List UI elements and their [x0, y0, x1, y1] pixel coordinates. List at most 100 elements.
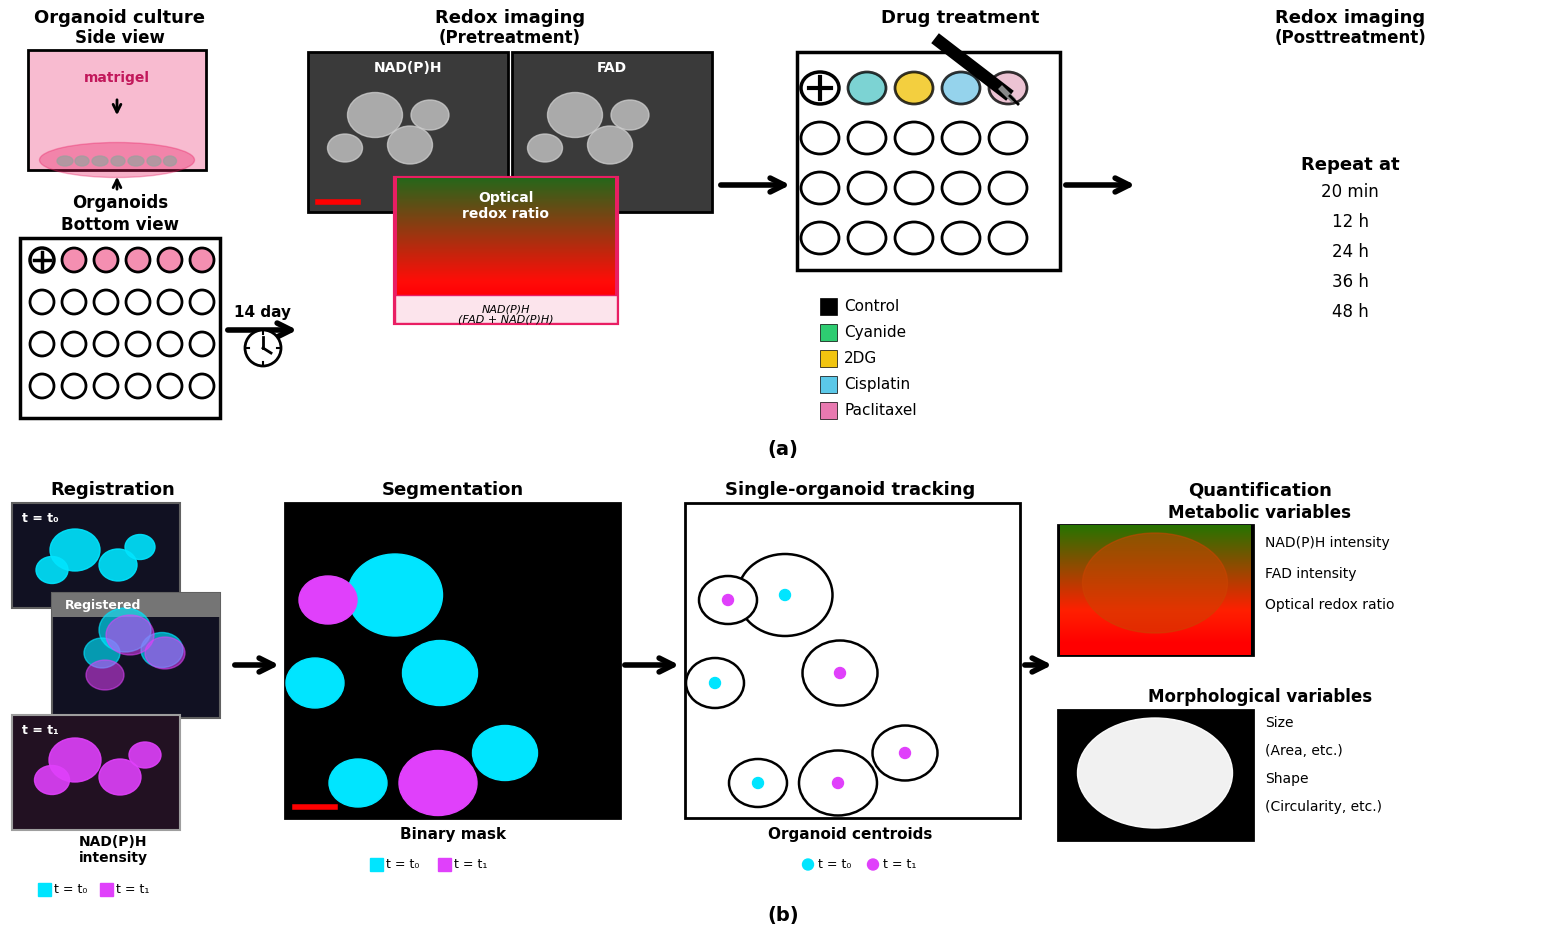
Bar: [1059, 526, 1250, 527]
Ellipse shape: [163, 156, 177, 166]
Ellipse shape: [989, 122, 1026, 154]
Bar: [1059, 630, 1250, 631]
Bar: [1059, 632, 1250, 633]
Bar: [1059, 534, 1250, 535]
Bar: [396, 309, 614, 310]
Bar: [396, 228, 614, 229]
Ellipse shape: [942, 122, 979, 154]
Bar: [396, 181, 614, 182]
Bar: [1059, 542, 1250, 543]
Ellipse shape: [801, 122, 838, 154]
Bar: [396, 300, 614, 301]
Bar: [1059, 647, 1250, 648]
Bar: [396, 225, 614, 226]
Bar: [396, 266, 614, 267]
Text: FAD intensity: FAD intensity: [1265, 567, 1357, 581]
Bar: [396, 274, 614, 275]
Ellipse shape: [989, 172, 1026, 204]
Ellipse shape: [801, 172, 838, 204]
Text: Morphological variables: Morphological variables: [1149, 688, 1373, 706]
Bar: [396, 255, 614, 256]
Bar: [1059, 582, 1250, 583]
Bar: [1059, 601, 1250, 602]
Bar: [396, 206, 614, 207]
Bar: [396, 275, 614, 276]
Bar: [396, 189, 614, 190]
Bar: [1059, 586, 1250, 587]
Ellipse shape: [125, 332, 150, 356]
Bar: [820, 402, 837, 419]
Bar: [1059, 571, 1250, 572]
Text: (Posttreatment): (Posttreatment): [1274, 29, 1426, 47]
Bar: [1059, 577, 1250, 578]
Bar: [396, 318, 614, 319]
Ellipse shape: [895, 172, 932, 204]
Ellipse shape: [125, 248, 150, 272]
Bar: [396, 291, 614, 292]
Bar: [396, 279, 614, 280]
Bar: [396, 293, 614, 294]
Bar: [1059, 593, 1250, 594]
Bar: [396, 195, 614, 196]
Ellipse shape: [895, 72, 932, 104]
Bar: [396, 240, 614, 241]
Bar: [1059, 561, 1250, 562]
Bar: [396, 229, 614, 230]
Bar: [396, 299, 614, 300]
Bar: [1059, 618, 1250, 619]
Bar: [396, 231, 614, 232]
Text: Optical redox ratio: Optical redox ratio: [1265, 598, 1395, 612]
Bar: [396, 258, 614, 259]
Ellipse shape: [1078, 718, 1233, 828]
Ellipse shape: [128, 742, 161, 768]
Bar: [396, 276, 614, 277]
Text: Organoid culture: Organoid culture: [34, 9, 205, 27]
Ellipse shape: [85, 638, 121, 668]
Ellipse shape: [86, 660, 124, 690]
Text: redox ratio: redox ratio: [462, 207, 550, 221]
Ellipse shape: [50, 529, 100, 571]
Bar: [396, 278, 614, 279]
Bar: [1059, 617, 1250, 618]
Bar: [396, 208, 614, 209]
Bar: [1059, 603, 1250, 604]
Bar: [1059, 605, 1250, 606]
Bar: [396, 306, 614, 307]
Bar: [396, 237, 614, 238]
Bar: [396, 250, 614, 251]
Bar: [1059, 624, 1250, 625]
Bar: [1059, 585, 1250, 586]
Bar: [396, 294, 614, 295]
Bar: [396, 214, 614, 215]
Ellipse shape: [989, 222, 1026, 254]
Bar: [1059, 531, 1250, 532]
Ellipse shape: [611, 100, 649, 130]
Bar: [396, 271, 614, 272]
Bar: [395, 295, 617, 323]
Bar: [1059, 539, 1250, 540]
Bar: [1059, 541, 1250, 542]
Bar: [1059, 638, 1250, 639]
Ellipse shape: [942, 222, 979, 254]
Ellipse shape: [699, 576, 757, 624]
Ellipse shape: [411, 100, 450, 130]
Text: t = t₀: t = t₀: [385, 858, 420, 871]
Bar: [396, 193, 614, 194]
Bar: [396, 285, 614, 286]
Bar: [396, 233, 614, 234]
Bar: [1059, 629, 1250, 630]
Bar: [1059, 556, 1250, 557]
Ellipse shape: [942, 72, 979, 104]
Ellipse shape: [30, 332, 53, 356]
Bar: [1059, 581, 1250, 582]
Bar: [512, 52, 711, 212]
Bar: [1059, 555, 1250, 556]
Bar: [1059, 596, 1250, 597]
Ellipse shape: [56, 156, 74, 166]
Text: (Area, etc.): (Area, etc.): [1265, 744, 1343, 758]
Text: Metabolic variables: Metabolic variables: [1169, 504, 1351, 522]
Bar: [1059, 564, 1250, 565]
Bar: [396, 249, 614, 250]
Bar: [1059, 557, 1250, 558]
Bar: [396, 230, 614, 231]
